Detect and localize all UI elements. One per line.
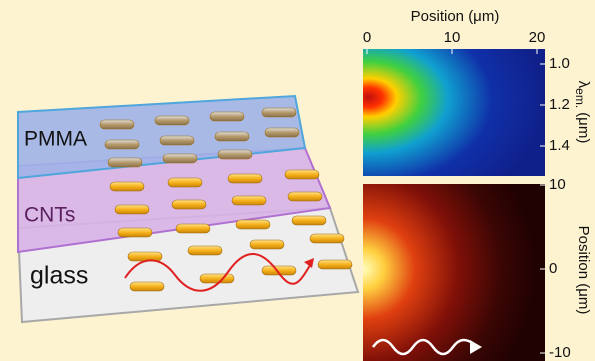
y-tick-label: 0	[549, 260, 557, 277]
nanotube	[215, 132, 249, 141]
nanotube	[110, 182, 144, 191]
y-tick-label: 10	[549, 176, 566, 193]
nanotube	[292, 216, 326, 225]
nanotube	[200, 274, 234, 283]
nanotube	[128, 252, 162, 261]
y-tick-label: -10	[549, 344, 571, 361]
figure: PMMA CNTs glass Position (μm) 0 10 20 1.0 1…	[0, 0, 595, 361]
nanotube	[310, 234, 344, 243]
nanotube	[265, 128, 299, 137]
nanotube	[115, 205, 149, 214]
nanotube	[168, 178, 202, 187]
image-map	[363, 184, 545, 361]
nanotube	[250, 240, 284, 249]
subscript: em.	[573, 88, 587, 108]
nanotube	[228, 174, 262, 183]
nanotube	[160, 136, 194, 145]
nanotube	[262, 108, 296, 117]
spectrum-map	[363, 49, 545, 176]
nanotube	[218, 150, 252, 159]
nanotube	[155, 116, 189, 125]
nanotube	[163, 154, 197, 163]
nanotube	[210, 112, 244, 121]
x-tick-label: 20	[529, 29, 546, 46]
nanotube	[108, 158, 142, 167]
layer-label: PMMA	[24, 128, 87, 151]
nanotube	[118, 228, 152, 237]
nanotube	[105, 140, 139, 149]
unit: (μm)	[575, 112, 592, 143]
y-tick-label: 1.4	[549, 137, 570, 154]
x-tick-label: 10	[444, 29, 461, 46]
nanotube	[288, 192, 322, 201]
nanotube	[285, 170, 319, 179]
y-axis-title: Position (μm)	[575, 226, 592, 315]
x-axis-title: Position (μm)	[411, 8, 500, 25]
page: PMMA CNTs glass Position (μm) 0 10 20 1.0 1…	[0, 0, 595, 361]
layer-label: glass	[30, 262, 88, 290]
nanotube	[236, 220, 270, 229]
nanotube	[176, 224, 210, 233]
nanotube	[130, 282, 164, 291]
layer-label: CNTs	[24, 204, 75, 227]
nanotube	[172, 200, 206, 209]
x-tick-label: 0	[363, 29, 371, 46]
nanotube	[188, 246, 222, 255]
y-tick-label: 1.0	[549, 55, 570, 72]
nanotube	[100, 120, 134, 129]
nanotube	[318, 260, 352, 269]
y-tick-label: 1.2	[549, 96, 570, 113]
nanotube	[232, 196, 266, 205]
